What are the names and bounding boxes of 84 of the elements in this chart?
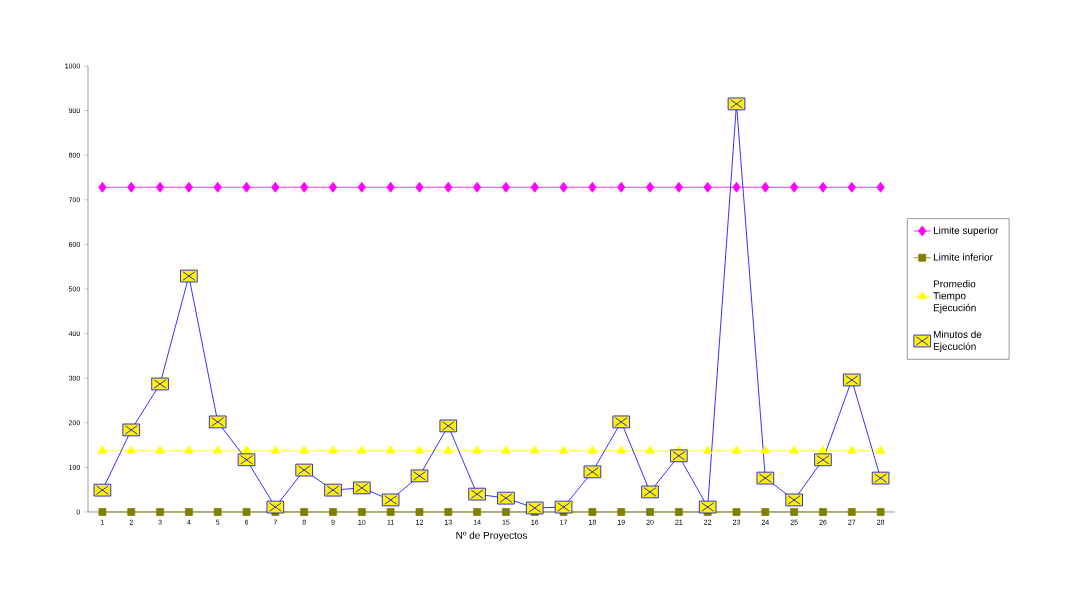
- point: [472, 445, 482, 454]
- point: [357, 508, 366, 516]
- point: [645, 181, 655, 193]
- point: [443, 445, 453, 454]
- point: [703, 181, 712, 193]
- point: [702, 445, 713, 454]
- point: [385, 445, 396, 454]
- point: [530, 445, 540, 454]
- point: [587, 445, 598, 454]
- point: [876, 181, 885, 193]
- point: [646, 508, 654, 516]
- point: [328, 181, 338, 193]
- point: [328, 445, 338, 454]
- point: [357, 181, 366, 193]
- point: [847, 181, 856, 193]
- point: [271, 181, 280, 193]
- point: [616, 445, 626, 454]
- point: [501, 181, 511, 193]
- point: [502, 508, 510, 516]
- point: [127, 508, 136, 516]
- point: [732, 508, 741, 516]
- point: [819, 508, 827, 516]
- point: [875, 445, 886, 454]
- point: [761, 181, 770, 193]
- legend-label: Promedio Tiempo Ejecución: [933, 280, 976, 314]
- point: [818, 445, 828, 454]
- point: [444, 508, 453, 516]
- point: [761, 508, 770, 516]
- point: [674, 508, 683, 516]
- point: [242, 508, 251, 516]
- point: [185, 508, 193, 516]
- legend-label: Limite superior: [933, 226, 999, 236]
- point: [126, 445, 136, 454]
- point: [732, 181, 741, 193]
- point: [559, 181, 568, 193]
- point: [127, 181, 136, 193]
- point: [329, 508, 337, 516]
- point: [155, 445, 165, 454]
- point: [847, 508, 856, 516]
- point: [731, 445, 742, 454]
- point: [415, 508, 424, 516]
- point: [617, 508, 626, 516]
- point: [213, 508, 222, 516]
- point: [299, 445, 309, 454]
- point: [472, 181, 482, 193]
- point: [155, 181, 165, 193]
- legend-label: Limite inferior: [933, 253, 993, 261]
- point: [242, 181, 251, 193]
- point: [415, 181, 424, 193]
- point: [530, 181, 539, 193]
- point: [184, 445, 194, 454]
- point: [789, 445, 799, 454]
- point: [847, 445, 857, 454]
- point: [300, 181, 309, 193]
- point: [876, 508, 885, 516]
- point: [184, 181, 194, 193]
- point: [790, 508, 799, 516]
- point: [212, 445, 223, 454]
- point: [558, 445, 569, 454]
- point: [386, 508, 395, 516]
- point: [760, 445, 771, 454]
- point: [270, 445, 281, 454]
- point: [588, 181, 597, 193]
- point: [501, 445, 511, 454]
- point: [645, 445, 655, 454]
- point: [97, 445, 108, 454]
- point: [386, 181, 395, 193]
- point: [241, 445, 252, 454]
- point: [818, 181, 828, 193]
- point: [444, 181, 453, 193]
- x-axis-title: Nº de Proyectos: [456, 531, 528, 541]
- point: [414, 445, 425, 454]
- point: [790, 181, 799, 193]
- point: [617, 181, 626, 193]
- point: [588, 508, 597, 516]
- point: [674, 181, 683, 193]
- point: [98, 181, 107, 193]
- point: [357, 445, 367, 454]
- point: [213, 181, 222, 193]
- point: [473, 508, 481, 516]
- legend-label: Minutos de Ejecución: [933, 330, 982, 352]
- point: [98, 508, 107, 516]
- point: [156, 508, 164, 516]
- point: [300, 508, 309, 516]
